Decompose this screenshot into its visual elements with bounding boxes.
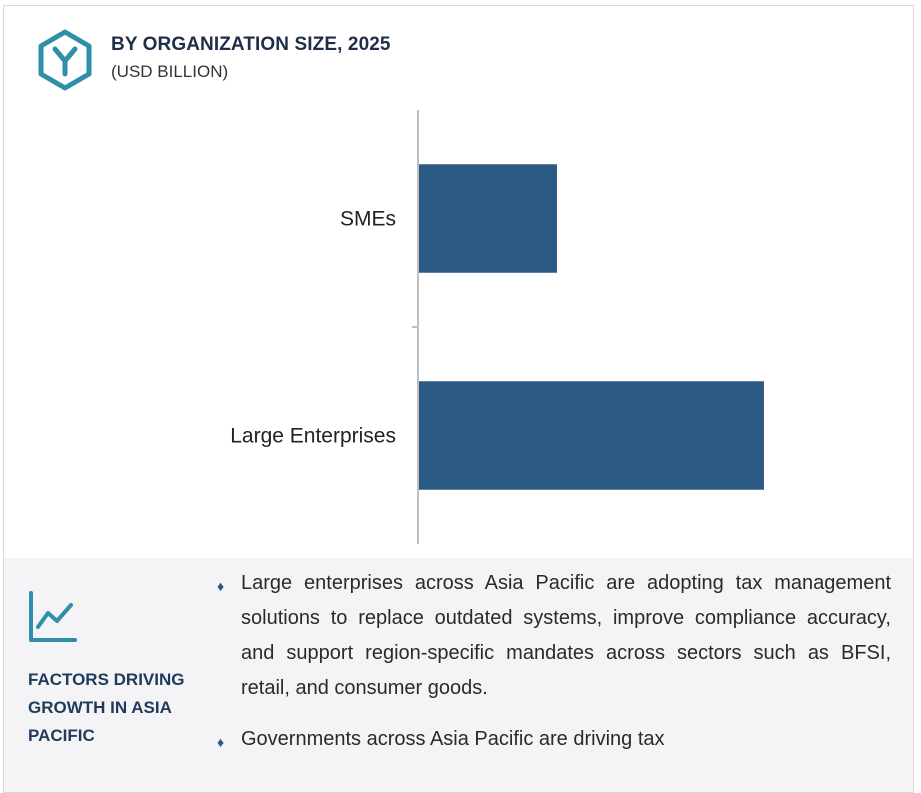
- bar-chart: SMEs Large Enterprises: [230, 110, 764, 544]
- chart-subtitle: (USD BILLION): [111, 62, 229, 81]
- bullet-text: Large enterprises across Asia Pacific ar…: [241, 572, 891, 699]
- factors-bullet-list: ♦ Large enterprises across Asia Pacific …: [215, 566, 891, 773]
- bar-smes: [419, 164, 557, 273]
- category-label: Large Enterprises: [230, 425, 396, 448]
- diamond-bullet-icon: ♦: [217, 578, 225, 594]
- chart-card: BY ORGANIZATION SIZE, 2025 (USD BILLION)…: [3, 5, 914, 793]
- hexagon-y-logo-icon: [36, 28, 94, 97]
- factors-panel: [4, 558, 913, 792]
- bullet-text: Governments across Asia Pacific are driv…: [241, 728, 665, 750]
- diamond-bullet-icon: ♦: [217, 734, 225, 750]
- chart-title: BY ORGANIZATION SIZE, 2025: [111, 34, 391, 55]
- category-label: SMEs: [340, 208, 396, 231]
- line-chart-trend-icon: [26, 589, 78, 650]
- list-item: ♦ Governments across Asia Pacific are dr…: [215, 722, 891, 757]
- list-item: ♦ Large enterprises across Asia Pacific …: [215, 566, 891, 706]
- bar-large-enterprises: [419, 381, 764, 490]
- factors-title: FACTORS DRIVING GROWTH IN ASIA PACIFIC: [28, 670, 185, 745]
